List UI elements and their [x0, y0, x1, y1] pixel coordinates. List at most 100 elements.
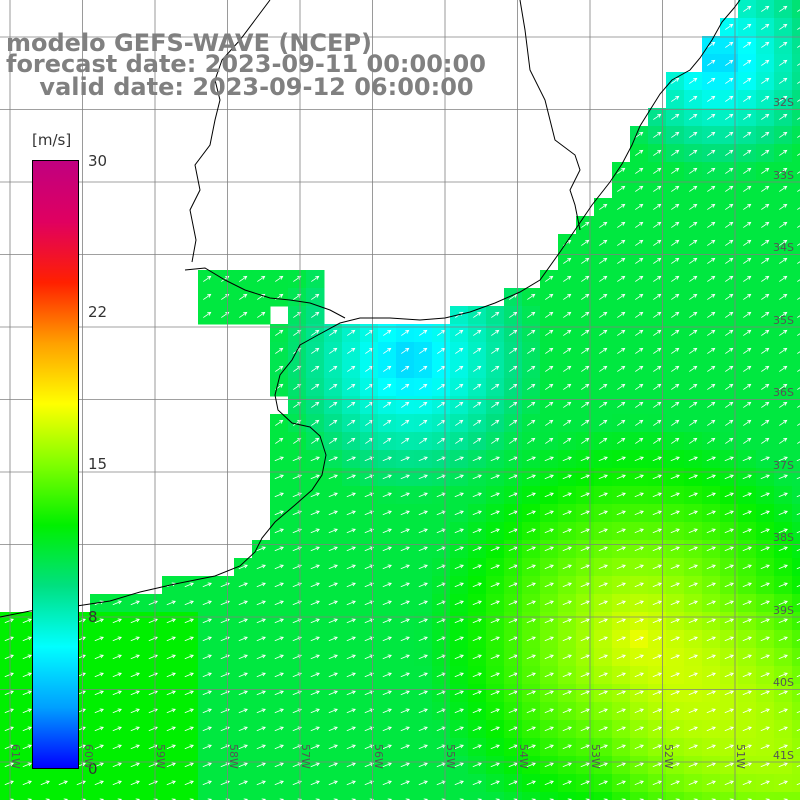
wind-arrow — [202, 654, 212, 660]
wind-arrow — [670, 654, 680, 660]
wind-arrow — [58, 780, 68, 786]
wind-arrow — [653, 203, 662, 210]
wind-arrow — [707, 347, 716, 354]
wind-arrow — [778, 636, 788, 642]
wind-arrow — [274, 762, 284, 768]
wind-arrow — [634, 654, 644, 660]
wind-arrow — [779, 77, 788, 84]
wind-arrow — [761, 275, 770, 282]
wind-arrow — [454, 582, 464, 588]
wind-arrow — [796, 656, 800, 660]
wind-arrow — [418, 654, 428, 660]
wind-arrow — [329, 401, 338, 408]
wind-arrow — [454, 744, 464, 750]
wind-arrow — [274, 510, 284, 516]
wind-arrow — [418, 708, 428, 714]
wind-arrow — [796, 692, 800, 696]
wind-arrow — [311, 275, 320, 282]
wind-arrow — [779, 23, 788, 30]
wind-arrow — [616, 690, 626, 696]
wind-arrow — [779, 419, 788, 426]
wind-arrow — [562, 546, 572, 552]
wind-arrow — [364, 582, 374, 588]
wind-arrow — [779, 311, 788, 318]
wind-speed-cell — [792, 540, 800, 559]
wind-arrow — [472, 582, 482, 588]
wind-arrow — [616, 726, 626, 732]
wind-arrow — [652, 492, 662, 498]
wind-arrow — [328, 762, 338, 768]
wind-arrow — [544, 780, 554, 786]
wind-arrow — [454, 762, 464, 768]
wind-arrow — [400, 618, 410, 624]
latitude-label: 38S — [773, 531, 794, 544]
wind-arrow — [202, 690, 212, 696]
wind-arrow — [761, 437, 770, 444]
wind-arrow — [653, 347, 662, 354]
wind-arrow — [545, 437, 554, 444]
wind-arrow — [742, 654, 752, 660]
wind-arrow — [671, 185, 680, 192]
wind-arrow — [166, 780, 176, 786]
wind-arrow — [760, 708, 770, 714]
wind-arrow — [130, 672, 140, 678]
wind-arrow — [328, 672, 338, 678]
wind-arrow — [653, 239, 662, 246]
wind-arrow — [202, 600, 212, 606]
wind-arrow — [112, 780, 122, 786]
wind-arrow — [203, 311, 212, 318]
wind-arrow — [778, 528, 788, 534]
wind-arrow — [616, 762, 626, 768]
wind-arrow — [310, 510, 320, 516]
wind-arrow — [94, 744, 104, 750]
wind-speed-cell — [702, 792, 721, 800]
wind-arrow — [545, 419, 554, 426]
wind-arrow — [184, 780, 194, 786]
wind-arrow — [310, 528, 320, 534]
wind-arrow — [275, 329, 284, 336]
wind-arrow — [617, 401, 626, 408]
wind-speed-cell — [18, 792, 37, 800]
wind-arrow — [455, 437, 464, 444]
wind-arrow — [779, 293, 788, 300]
latitude-label: 37S — [773, 458, 794, 472]
wind-arrow — [562, 672, 572, 678]
wind-arrow — [725, 293, 734, 300]
wind-arrow — [743, 149, 752, 156]
wind-arrow — [544, 726, 554, 732]
wind-arrow — [689, 221, 698, 228]
wind-arrow — [689, 365, 698, 372]
wind-arrow — [527, 383, 536, 390]
wind-arrow — [562, 762, 572, 768]
wind-arrow — [544, 600, 554, 606]
wind-arrow — [455, 347, 464, 354]
wind-arrow — [779, 239, 788, 246]
wind-arrow — [491, 347, 500, 354]
wind-arrow — [4, 636, 14, 642]
wind-arrow — [671, 203, 680, 210]
wind-arrow — [707, 185, 716, 192]
wind-arrow — [490, 672, 500, 678]
wind-arrow — [725, 257, 734, 264]
wind-arrow — [562, 528, 572, 534]
wind-arrow — [490, 582, 500, 588]
wind-arrow — [22, 726, 32, 732]
wind-arrow — [328, 600, 338, 606]
wind-arrow — [743, 257, 752, 264]
wind-arrow — [4, 762, 14, 768]
wind-arrow — [725, 275, 734, 282]
wind-arrow — [184, 600, 194, 606]
wind-arrow — [761, 95, 770, 102]
wind-arrow — [202, 672, 212, 678]
wind-arrow — [634, 618, 644, 624]
wind-arrow — [454, 474, 464, 480]
wind-arrow — [796, 710, 800, 714]
wind-arrow — [346, 744, 356, 750]
wind-arrow — [616, 546, 626, 552]
wind-arrow — [328, 654, 338, 660]
wind-arrow — [797, 387, 800, 390]
wind-arrow — [599, 221, 608, 228]
wind-arrow — [328, 546, 338, 552]
wind-arrow — [418, 564, 428, 570]
wind-arrow — [689, 239, 698, 246]
